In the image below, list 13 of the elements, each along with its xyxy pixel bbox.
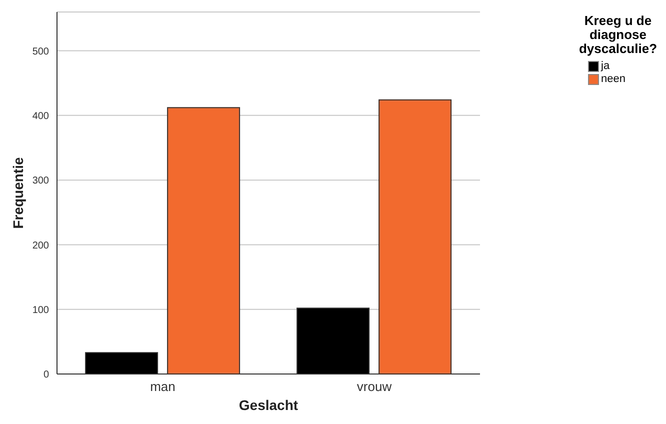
legend-label: ja [601, 60, 610, 73]
x-tick-label: vrouw [356, 379, 392, 394]
y-tick-label: 0 [43, 370, 50, 381]
y-axis-title: Frequentie [10, 157, 26, 229]
y-tick-label: 300 [32, 176, 50, 187]
y-tick-label: 100 [32, 304, 50, 316]
y-tick-label: 200 [32, 240, 50, 252]
y-tick-label: 400 [32, 110, 50, 122]
legend-title: Kreeg u de diagnose dyscalculie? [578, 13, 658, 56]
x-axis-title: Geslacht [238, 397, 298, 413]
y-tick-label: 500 [32, 46, 50, 58]
legend-label: neen [601, 73, 626, 86]
x-tick-label: man [150, 379, 176, 394]
